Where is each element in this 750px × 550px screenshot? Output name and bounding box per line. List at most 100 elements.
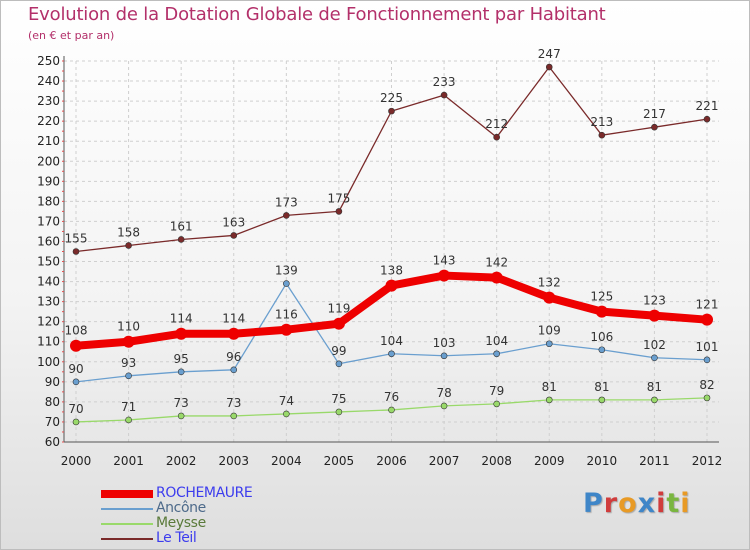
data-point [283,410,290,418]
data-point [125,242,132,249]
data-label: 109 [538,324,561,338]
data-point [177,412,185,420]
legend-swatch [101,523,153,525]
data-point [440,402,448,410]
data-point [440,91,448,99]
data-label: 132 [538,276,561,290]
data-label: 225 [380,91,403,105]
data-label: 74 [279,394,294,408]
y-tick-label: 150 [37,255,60,269]
data-label: 79 [489,384,504,398]
data-point [125,372,132,380]
data-label: 95 [174,352,189,366]
proxiti-logo: Proxiti [583,488,691,519]
data-point [283,212,290,219]
logo-letter: o [618,488,638,519]
data-point [230,232,238,239]
y-tick-label: 220 [37,114,60,128]
data-label: 73 [226,396,241,410]
data-label: 108 [65,324,88,338]
data-label: 99 [331,344,346,358]
data-label: 104 [485,334,508,348]
data-label: 104 [380,334,403,348]
legend-label: Meysse [156,515,206,531]
logo-letter: r [603,488,619,519]
data-point [388,107,395,115]
data-point [388,350,395,358]
data-point [648,309,661,322]
data-label: 82 [699,378,714,392]
data-point [651,354,658,362]
data-label: 158 [117,225,140,239]
data-label: 155 [65,232,88,246]
y-tick-label: 120 [37,315,60,329]
data-label: 138 [380,264,403,278]
data-point [440,352,448,360]
data-label: 102 [643,338,666,352]
data-label: 217 [643,107,666,121]
x-tick-label: 2011 [639,454,670,468]
logo-letter: i [656,488,667,519]
y-tick-label: 230 [37,94,60,108]
data-point [283,280,290,287]
data-point [598,131,606,139]
data-point [332,317,345,330]
data-point [227,327,240,340]
data-label: 233 [433,75,456,89]
data-label: 70 [68,402,83,416]
y-tick-label: 80 [45,395,60,409]
data-point [72,248,80,255]
data-point [388,406,395,414]
y-tick-label: 100 [37,355,60,369]
data-label: 110 [117,320,140,334]
y-tick-label: 140 [37,275,60,289]
data-label: 173 [275,195,298,209]
y-tick-label: 240 [37,74,60,88]
data-point [335,408,343,416]
logo-letter: t [666,488,681,519]
data-point [543,291,556,304]
legend-swatch [101,490,153,498]
data-point [177,368,185,376]
y-tick-label: 160 [37,234,60,248]
data-label: 143 [433,254,456,268]
chart-title: Evolution de la Dotation Globale de Fonc… [28,4,606,25]
legend-swatch [101,508,153,510]
data-point [280,323,293,336]
data-point [438,269,451,282]
data-label: 73 [174,396,189,410]
data-label: 90 [68,362,83,376]
data-label: 81 [542,380,557,394]
legend-item: Meysse [101,515,341,531]
data-point [493,400,500,408]
legend-item: Le Teil [101,530,341,546]
x-tick-label: 2012 [692,454,723,468]
data-label: 71 [121,400,136,414]
data-point [703,115,711,123]
data-label: 78 [436,386,451,400]
y-tick-label: 250 [37,54,60,68]
y-tick-label: 60 [45,435,60,449]
x-tick-label: 2009 [534,454,565,468]
x-tick-label: 2002 [166,454,197,468]
legend-item: ROCHEMAURE [101,485,341,501]
data-label: 119 [327,302,350,316]
data-label: 175 [327,191,350,205]
data-point [595,305,608,318]
x-tick-label: 2010 [587,454,618,468]
y-tick-label: 180 [37,194,60,208]
data-label: 247 [538,47,561,61]
data-label: 213 [590,115,613,129]
data-label: 121 [696,298,719,312]
data-point [230,412,238,420]
data-point [598,396,606,404]
data-point [70,339,82,352]
data-point [651,396,658,404]
x-tick-label: 2006 [376,454,407,468]
legend-item: Ancône [101,500,341,516]
chart-subtitle: (en € et par an) [28,29,115,42]
data-point [701,313,713,326]
y-tick-label: 190 [37,174,60,188]
data-label: 221 [696,99,719,113]
